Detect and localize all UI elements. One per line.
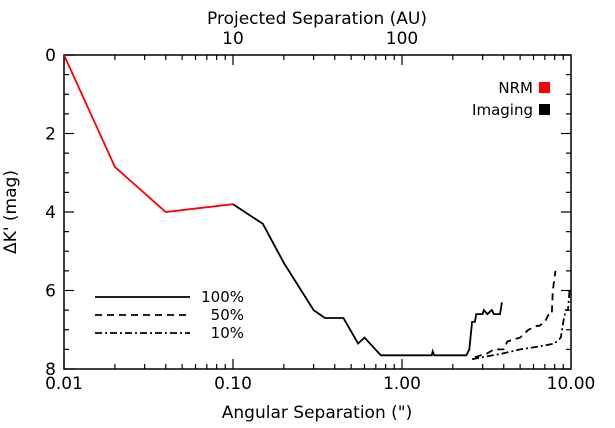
y-tick-label: 8 <box>45 360 56 380</box>
series-line-4 <box>471 290 572 361</box>
x-tick-label: 10.00 <box>547 374 596 394</box>
series-lines <box>63 54 572 361</box>
x-axis-label: Angular Separation (") <box>222 403 412 423</box>
y-tick-label: 0 <box>45 46 56 66</box>
line-style-legend: 100%50%10% <box>95 288 244 342</box>
color-legend-swatch <box>539 104 550 115</box>
color-legend: NRM Imaging <box>472 79 550 119</box>
axis-ticks: 0.01 0.10 1.00 10.00 10 100 0 2 4 6 8 <box>45 29 595 394</box>
y-tick-label: 2 <box>45 125 56 145</box>
y-tick-label: 6 <box>45 282 56 302</box>
color-legend-swatch <box>539 82 550 93</box>
y-tick-label: 4 <box>45 203 56 223</box>
style-legend-label: 100% <box>201 288 244 306</box>
top-tick-label: 100 <box>386 29 418 49</box>
x-tick-label: 0.01 <box>45 374 83 394</box>
series-line-1 <box>63 54 234 213</box>
x-tick-label: 1.00 <box>383 374 421 394</box>
x-tick-label: 0.10 <box>214 374 252 394</box>
style-legend-label: 10% <box>211 324 244 342</box>
y-axis-label: ΔK' (mag) <box>1 170 21 254</box>
color-legend-label: Imaging <box>472 101 533 119</box>
style-legend-label: 50% <box>211 306 244 324</box>
series-line-2 <box>232 203 503 357</box>
color-legend-label: NRM <box>498 79 533 97</box>
top-axis-label: Projected Separation (AU) <box>207 9 427 29</box>
top-tick-label: 10 <box>222 29 244 49</box>
